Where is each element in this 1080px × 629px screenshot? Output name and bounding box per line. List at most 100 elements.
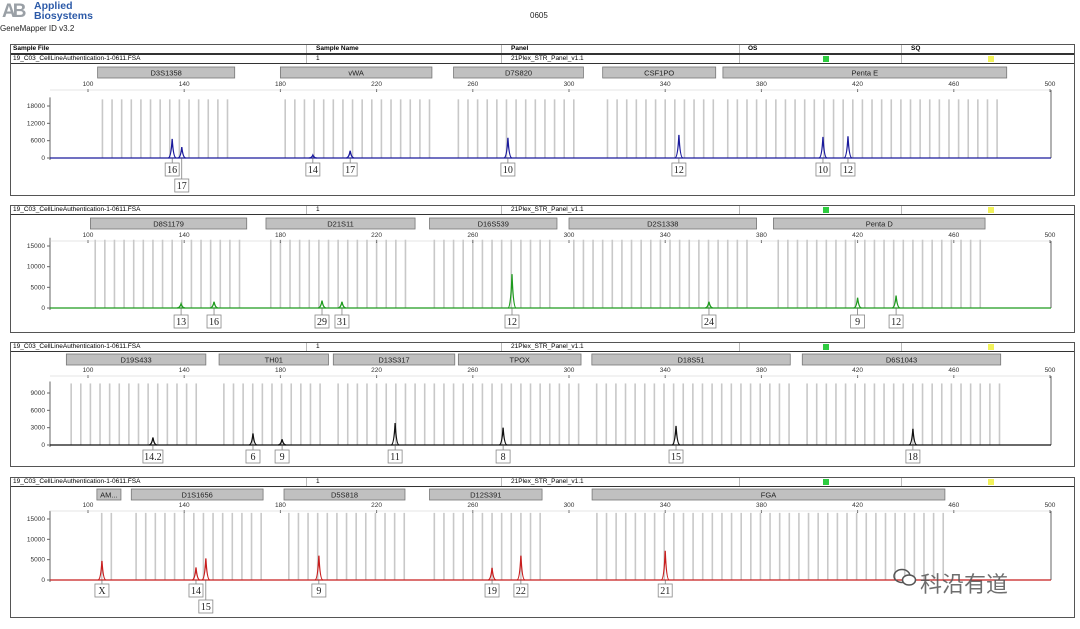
allele-label-box[interactable] bbox=[500, 162, 516, 177]
marker-bar[interactable] bbox=[453, 66, 584, 79]
marker-bar[interactable] bbox=[65, 353, 207, 366]
marker-bar[interactable] bbox=[279, 66, 433, 79]
marker-bar[interactable] bbox=[773, 217, 986, 230]
allele-label-box[interactable] bbox=[657, 583, 673, 598]
allele-label: 17 bbox=[345, 165, 355, 176]
x-tick-label: 420 bbox=[852, 367, 863, 374]
panel-name: 21Plex_STR_Panel_v1.1 bbox=[511, 55, 584, 62]
sample-row[interactable]: 19_C03_CellLineAuthentication-1-0611.FSA… bbox=[11, 343, 1074, 352]
marker-bar[interactable] bbox=[90, 217, 248, 230]
x-tick-label: 100 bbox=[83, 502, 94, 509]
x-tick-label: 300 bbox=[564, 367, 575, 374]
peak bbox=[853, 297, 862, 309]
marker-bar[interactable] bbox=[801, 353, 1002, 366]
panel-name: 21Plex_STR_Panel_v1.1 bbox=[511, 343, 584, 350]
peak bbox=[660, 550, 670, 581]
marker-label: TPOX bbox=[509, 356, 529, 365]
os-status-indicator bbox=[823, 56, 829, 62]
allele-label: 11 bbox=[390, 452, 400, 463]
allele-label-box[interactable] bbox=[198, 599, 214, 614]
allele-label-box[interactable] bbox=[94, 583, 110, 598]
marker-bar[interactable] bbox=[97, 66, 236, 79]
allele-label-box[interactable] bbox=[311, 583, 327, 598]
allele-label-box[interactable] bbox=[513, 583, 529, 598]
col-os: OS bbox=[748, 45, 758, 52]
allele-label-box[interactable] bbox=[142, 449, 164, 464]
allele-label-box[interactable] bbox=[701, 314, 717, 329]
sample-row[interactable]: 19_C03_CellLineAuthentication-1-0611.FSA… bbox=[11, 206, 1074, 215]
allele-label-box[interactable] bbox=[173, 314, 189, 329]
allele-label-box[interactable] bbox=[164, 162, 180, 177]
marker-bar[interactable] bbox=[457, 353, 582, 366]
x-tick-label: 260 bbox=[467, 81, 478, 88]
allele-label-box[interactable] bbox=[314, 314, 330, 329]
allele-label-box[interactable] bbox=[815, 162, 831, 177]
marker-label: FGA bbox=[761, 491, 776, 500]
allele-label-box[interactable] bbox=[850, 314, 865, 329]
allele-label-box[interactable] bbox=[905, 449, 921, 464]
allele-label-box[interactable] bbox=[888, 314, 904, 329]
y-tick-label: 0 bbox=[41, 577, 45, 584]
peak bbox=[704, 301, 714, 309]
y-tick-label: 9000 bbox=[31, 390, 46, 397]
peak bbox=[177, 301, 186, 309]
marker-bar[interactable] bbox=[568, 217, 757, 230]
allele-label-box[interactable] bbox=[245, 449, 261, 464]
marker-label: D6S1043 bbox=[886, 356, 917, 365]
marker-label: D18S51 bbox=[677, 356, 704, 365]
allele-label-box[interactable] bbox=[174, 178, 190, 193]
marker-bar[interactable] bbox=[429, 217, 558, 230]
allele-label-box[interactable] bbox=[305, 162, 321, 177]
peak bbox=[248, 433, 258, 446]
allele-label-box[interactable] bbox=[671, 162, 687, 177]
marker-bar[interactable] bbox=[591, 353, 791, 366]
marker-label: D3S1358 bbox=[151, 69, 182, 78]
allele-label-box[interactable] bbox=[484, 583, 500, 598]
sample-row[interactable]: 19_C03_CellLineAuthentication-1-0611.FSA… bbox=[11, 55, 1074, 64]
allele-label-box[interactable] bbox=[274, 449, 290, 464]
allele-label: 15 bbox=[671, 452, 681, 463]
marker-bar[interactable] bbox=[283, 488, 406, 501]
marker-bar[interactable] bbox=[218, 353, 329, 366]
marker-bar[interactable] bbox=[429, 488, 543, 501]
x-tick-label: 460 bbox=[948, 367, 959, 374]
os-status-indicator bbox=[823, 479, 829, 485]
applied-biosystems-logo: AB bbox=[2, 1, 27, 22]
marker-bar[interactable] bbox=[602, 66, 717, 79]
x-tick-label: 380 bbox=[756, 367, 767, 374]
marker-bar[interactable] bbox=[130, 488, 264, 501]
marker-bar[interactable] bbox=[591, 488, 946, 501]
sample-name: 1 bbox=[316, 206, 320, 213]
allele-label-box[interactable] bbox=[387, 449, 403, 464]
marker-bar[interactable] bbox=[265, 217, 416, 230]
peak bbox=[191, 567, 201, 581]
marker-bar[interactable] bbox=[332, 353, 456, 366]
allele-label-box[interactable] bbox=[334, 314, 350, 329]
column-divider bbox=[739, 478, 740, 486]
allele-label-box[interactable] bbox=[495, 449, 511, 464]
allele-label-box[interactable] bbox=[840, 162, 856, 177]
marker-bar[interactable] bbox=[722, 66, 1008, 79]
x-tick-label: 220 bbox=[371, 232, 382, 239]
peak bbox=[97, 560, 107, 581]
allele-label: 14 bbox=[308, 165, 318, 176]
x-tick-label: 380 bbox=[756, 232, 767, 239]
sample-row[interactable]: 19_C03_CellLineAuthentication-1-0611.FSA… bbox=[11, 478, 1074, 487]
os-status-indicator bbox=[823, 344, 829, 350]
column-divider bbox=[306, 45, 307, 53]
sample-file: 19_C03_CellLineAuthentication-1-0611.FSA bbox=[13, 55, 141, 62]
allele-label-box[interactable] bbox=[206, 314, 222, 329]
peak bbox=[308, 153, 317, 159]
marker-bar[interactable] bbox=[96, 488, 122, 501]
peak bbox=[209, 301, 219, 309]
allele-label-box[interactable] bbox=[668, 449, 684, 464]
electropherogram-green: D8S1179 D21S11 D16S539 D2S1338 Penta D 100 140… bbox=[27, 217, 1056, 329]
allele-label-box[interactable] bbox=[188, 583, 204, 598]
allele-label-box[interactable] bbox=[504, 314, 520, 329]
allele-label-box[interactable] bbox=[342, 162, 358, 177]
wechat-icon bbox=[893, 568, 917, 586]
peak bbox=[177, 146, 186, 159]
marker-label: D8S1179 bbox=[153, 220, 184, 229]
marker-label: AM... bbox=[100, 491, 118, 500]
